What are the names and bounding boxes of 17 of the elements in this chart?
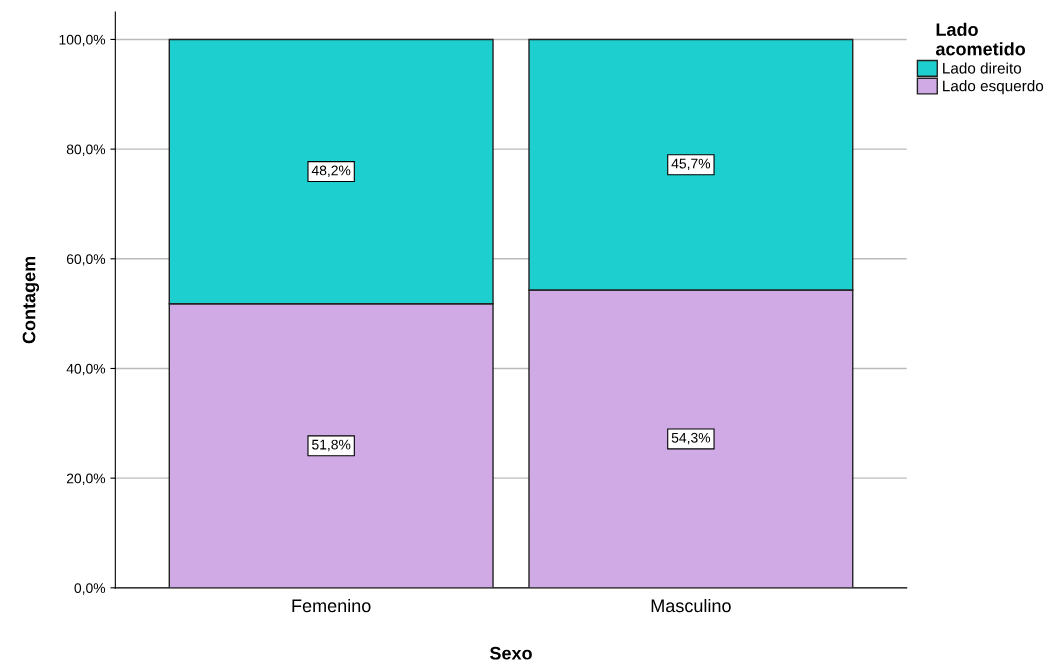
legend-title: Lado acometido — [935, 22, 1026, 56]
data-label: 45,7% — [671, 158, 711, 171]
y-tick-label: 60,0% — [66, 254, 106, 266]
y-tick-label: 20,0% — [66, 473, 106, 485]
y-tick-label: 80,0% — [66, 144, 106, 156]
data-label: 48,2% — [311, 165, 351, 177]
x-tick-label: Masculino — [651, 598, 731, 613]
y-tick-label: 0,0% — [74, 583, 106, 595]
x-tick-label: Femenino — [292, 598, 371, 613]
y-tick-label: 100,0% — [59, 34, 106, 47]
data-label: 54,3% — [671, 432, 711, 445]
y-tick-label: 40,0% — [66, 363, 106, 376]
legend-label: Lado direito — [943, 62, 1022, 74]
data-label: 51,8% — [312, 439, 351, 452]
y-axis-title: Contagem — [22, 256, 40, 344]
x-axis-title: Sexo — [489, 646, 532, 660]
legend-label: Lado esquerdo — [943, 80, 1044, 95]
